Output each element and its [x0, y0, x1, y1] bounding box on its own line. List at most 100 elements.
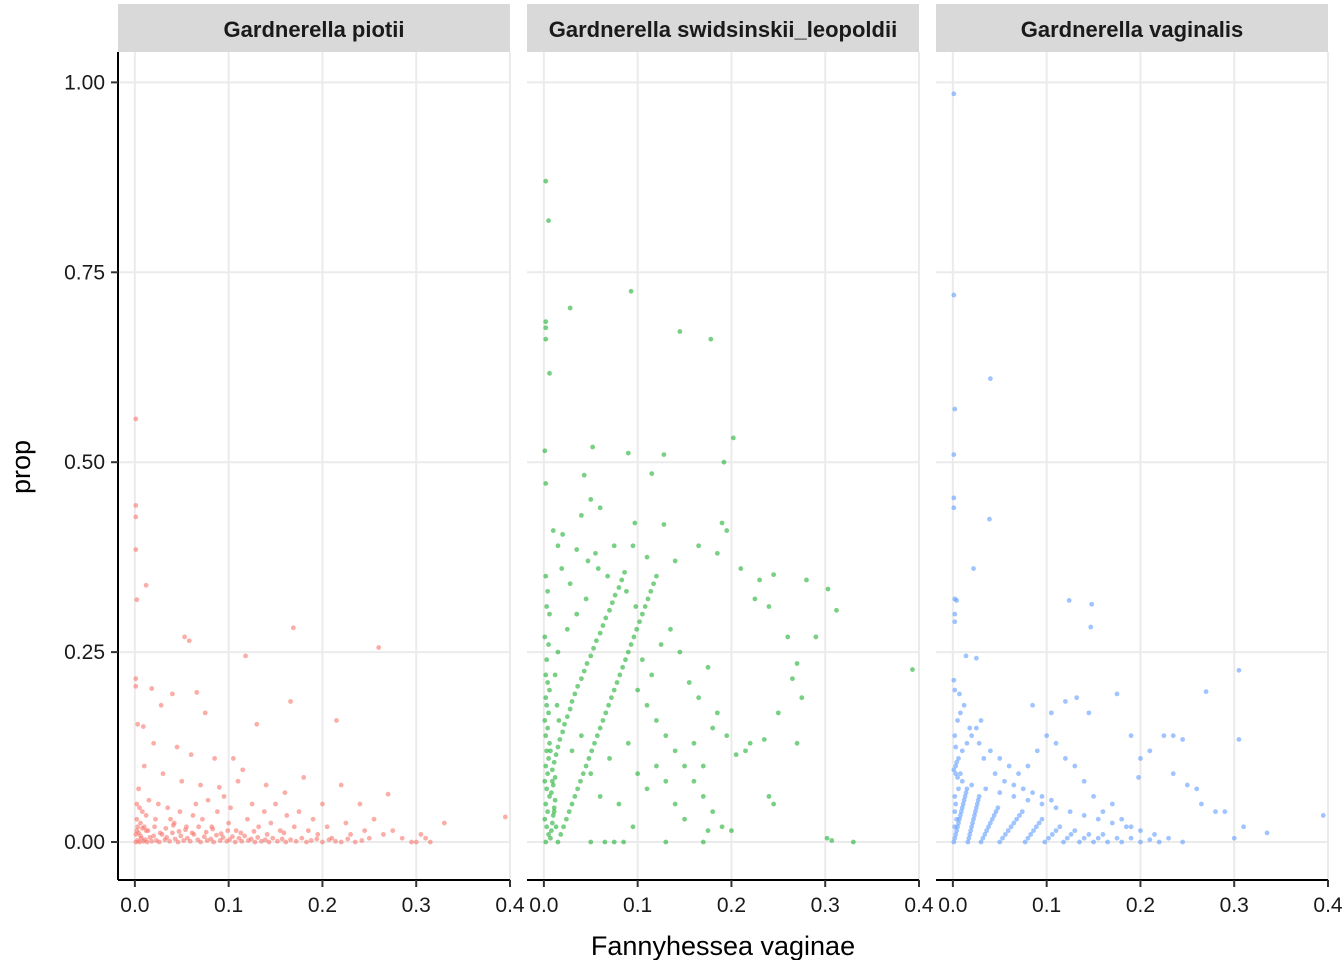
data-point [1086, 832, 1092, 837]
data-point [270, 835, 276, 841]
data-point [961, 797, 967, 803]
data-point [240, 767, 246, 773]
data-point [304, 839, 309, 845]
data-point [200, 816, 205, 822]
data-point [1138, 828, 1143, 834]
data-point [969, 733, 975, 739]
data-point [544, 824, 550, 830]
data-point [952, 794, 958, 799]
data-point [968, 828, 974, 834]
data-point [951, 677, 957, 683]
data-point [1138, 839, 1143, 845]
data-point [583, 763, 589, 769]
data-point [955, 775, 960, 780]
x-tick-label: 0.3 [1220, 894, 1249, 917]
data-point [965, 839, 971, 845]
data-point [542, 816, 548, 822]
data-point [550, 782, 556, 788]
data-point [143, 828, 149, 834]
data-point [710, 809, 716, 815]
data-point [212, 756, 217, 761]
data-point [708, 336, 714, 342]
data-point [543, 178, 549, 184]
data-point [956, 786, 961, 792]
panel-1: Gardnerella piotii [118, 4, 511, 880]
data-point [283, 839, 289, 845]
data-point [995, 805, 1001, 811]
data-point [553, 824, 559, 830]
data-point [1089, 601, 1095, 607]
data-point [1064, 835, 1070, 841]
data-point [1074, 695, 1080, 701]
data-point [569, 699, 575, 704]
data-point [970, 820, 975, 826]
x-tick-label: 0.3 [402, 894, 431, 917]
data-point [951, 292, 957, 298]
strip-label: Gardnerella piotii [224, 17, 405, 42]
data-point [976, 740, 982, 746]
data-point [617, 672, 623, 678]
data-point [133, 416, 139, 422]
data-point [794, 740, 800, 746]
data-point [978, 718, 984, 723]
data-point [502, 814, 508, 820]
data-point [1022, 839, 1028, 845]
gridlines [118, 52, 511, 880]
data-point [700, 794, 706, 799]
y-tick-label: 1.00 [64, 71, 105, 94]
data-point [255, 835, 261, 840]
data-point [376, 645, 382, 650]
data-point [413, 839, 419, 845]
data-point [964, 740, 970, 746]
data-point [552, 797, 558, 803]
data-point [147, 835, 153, 840]
data-point [216, 784, 222, 790]
data-point [972, 813, 977, 818]
data-point [133, 683, 139, 689]
strip-background [527, 4, 919, 52]
data-point [1109, 801, 1115, 807]
data-point [156, 839, 162, 845]
data-point [645, 596, 651, 602]
data-point [644, 786, 650, 792]
data-point [441, 820, 447, 826]
data-point [564, 626, 570, 632]
data-point [976, 794, 982, 799]
data-point [288, 837, 293, 843]
data-point [971, 816, 976, 822]
data-point [987, 820, 993, 826]
data-point [1039, 801, 1045, 807]
data-point [986, 824, 991, 830]
data-point [1081, 778, 1087, 784]
data-point [256, 824, 262, 830]
data-point [310, 816, 316, 822]
data-point [282, 790, 288, 796]
data-point [952, 835, 958, 841]
data-point [249, 801, 255, 807]
series-points [542, 178, 915, 845]
data-point [172, 836, 178, 842]
data-point [973, 805, 979, 811]
data-point [291, 824, 297, 830]
data-point [611, 839, 617, 845]
data-point [543, 763, 549, 769]
data-point [597, 630, 603, 636]
data-point [230, 756, 236, 761]
data-point [834, 607, 839, 613]
data-point [1264, 830, 1270, 836]
data-point [956, 820, 961, 826]
data-point [225, 828, 231, 834]
data-point [1039, 794, 1045, 799]
data-point [603, 710, 609, 716]
data-point [661, 452, 667, 458]
data-point [952, 733, 958, 739]
data-point [597, 725, 603, 731]
data-point [399, 835, 405, 841]
data-point [315, 832, 321, 837]
data-point [574, 547, 580, 552]
data-point [293, 838, 299, 844]
data-point [649, 672, 655, 678]
data-point [144, 839, 150, 845]
data-point [133, 547, 139, 552]
data-point [1109, 820, 1115, 826]
